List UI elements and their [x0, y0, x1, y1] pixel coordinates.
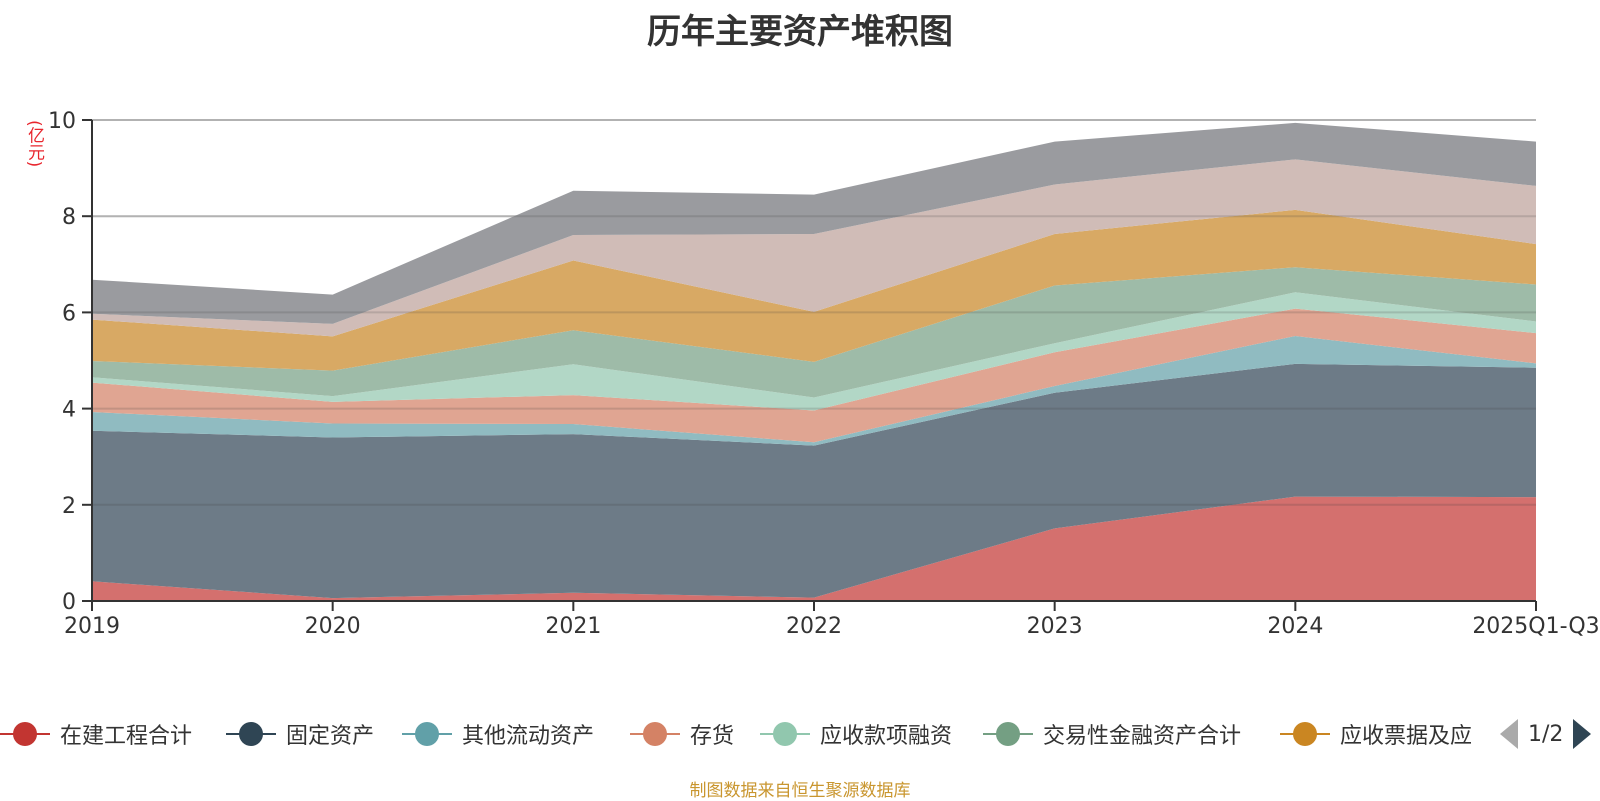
- x-tick-label: 2019: [64, 614, 120, 639]
- y-tick-label: 6: [62, 301, 76, 326]
- legend-item[interactable]: 存货: [630, 714, 734, 754]
- x-tick-label: 2024: [1267, 614, 1323, 639]
- x-tick-label: 2022: [786, 614, 842, 639]
- legend-item[interactable]: 应收票据及应: [1280, 714, 1472, 754]
- area-series-3: [92, 308, 1536, 443]
- chart-title: 历年主要资产堆积图: [647, 12, 953, 52]
- legend-marker-icon: [630, 721, 680, 747]
- legend-page-indicator: 1/2: [1528, 721, 1564, 747]
- area-series-8: [92, 122, 1536, 324]
- legend-label: 交易性金融资产合计: [1043, 724, 1242, 749]
- y-axis-unit-label: (亿元): [24, 120, 44, 168]
- x-tick-label: 2025Q1-Q3: [1472, 614, 1599, 639]
- legend-label: 存货: [690, 724, 735, 749]
- stacked-area-chart: 0 2 4 6 8 10 2019 2020 2021 2022 2023 2024 2025Q1-Q3: [48, 109, 1600, 639]
- legend-item[interactable]: 固定资产: [226, 714, 374, 754]
- y-tick-label: 2: [62, 494, 76, 519]
- area-series-6: [92, 209, 1536, 371]
- legend-marker-icon: [983, 721, 1033, 747]
- legend-marker-icon: [760, 721, 810, 747]
- legend-label: 应收款项融资: [820, 724, 953, 749]
- x-tick-label: 2021: [545, 614, 601, 639]
- y-tick-label: 4: [62, 398, 76, 423]
- legend-marker-icon: [0, 721, 50, 747]
- legend-pager: 1/2: [1500, 714, 1592, 754]
- legend-label: 固定资产: [286, 724, 375, 749]
- legend-item[interactable]: 应收款项融资: [760, 714, 952, 754]
- legend-item[interactable]: 交易性金融资产合计: [983, 714, 1241, 754]
- y-tick-label: 10: [48, 109, 76, 134]
- y-tick-label: 8: [62, 205, 76, 230]
- x-tick-label: 2020: [305, 614, 361, 639]
- x-tick-label: 2023: [1027, 614, 1083, 639]
- area-series-0: [92, 496, 1536, 601]
- legend-item[interactable]: 其他流动资产: [402, 714, 594, 754]
- area-series: [92, 119, 1536, 601]
- axes: 0 2 4 6 8 10 2019 2020 2021 2022 2023 2024 2025Q1-Q3: [48, 109, 1600, 639]
- data-source-note: 制图数据来自恒生聚源数据库: [689, 781, 911, 801]
- legend-label: 其他流动资产: [462, 724, 595, 749]
- area-series-7: [92, 159, 1536, 337]
- legend-item[interactable]: 在建工程合计: [0, 714, 192, 754]
- area-series-5: [92, 267, 1536, 398]
- legend-marker-icon: [226, 721, 276, 747]
- area-series-1: [92, 363, 1536, 599]
- legend-label: 在建工程合计: [60, 724, 193, 749]
- legend-label: 应收票据及应: [1340, 724, 1473, 749]
- legend: 在建工程合计 固定资产 其他流动资产 存货 应收款项融资 交易性金融资产合计 应收票据及应: [0, 714, 1600, 754]
- legend-marker-icon: [1280, 721, 1330, 747]
- area-series-4: [92, 292, 1536, 411]
- legend-prev-page-icon[interactable]: [1500, 719, 1518, 749]
- legend-marker-icon: [402, 721, 452, 747]
- y-tick-label: 0: [62, 590, 76, 615]
- legend-next-page-icon[interactable]: [1573, 719, 1592, 749]
- area-series-2: [92, 336, 1536, 446]
